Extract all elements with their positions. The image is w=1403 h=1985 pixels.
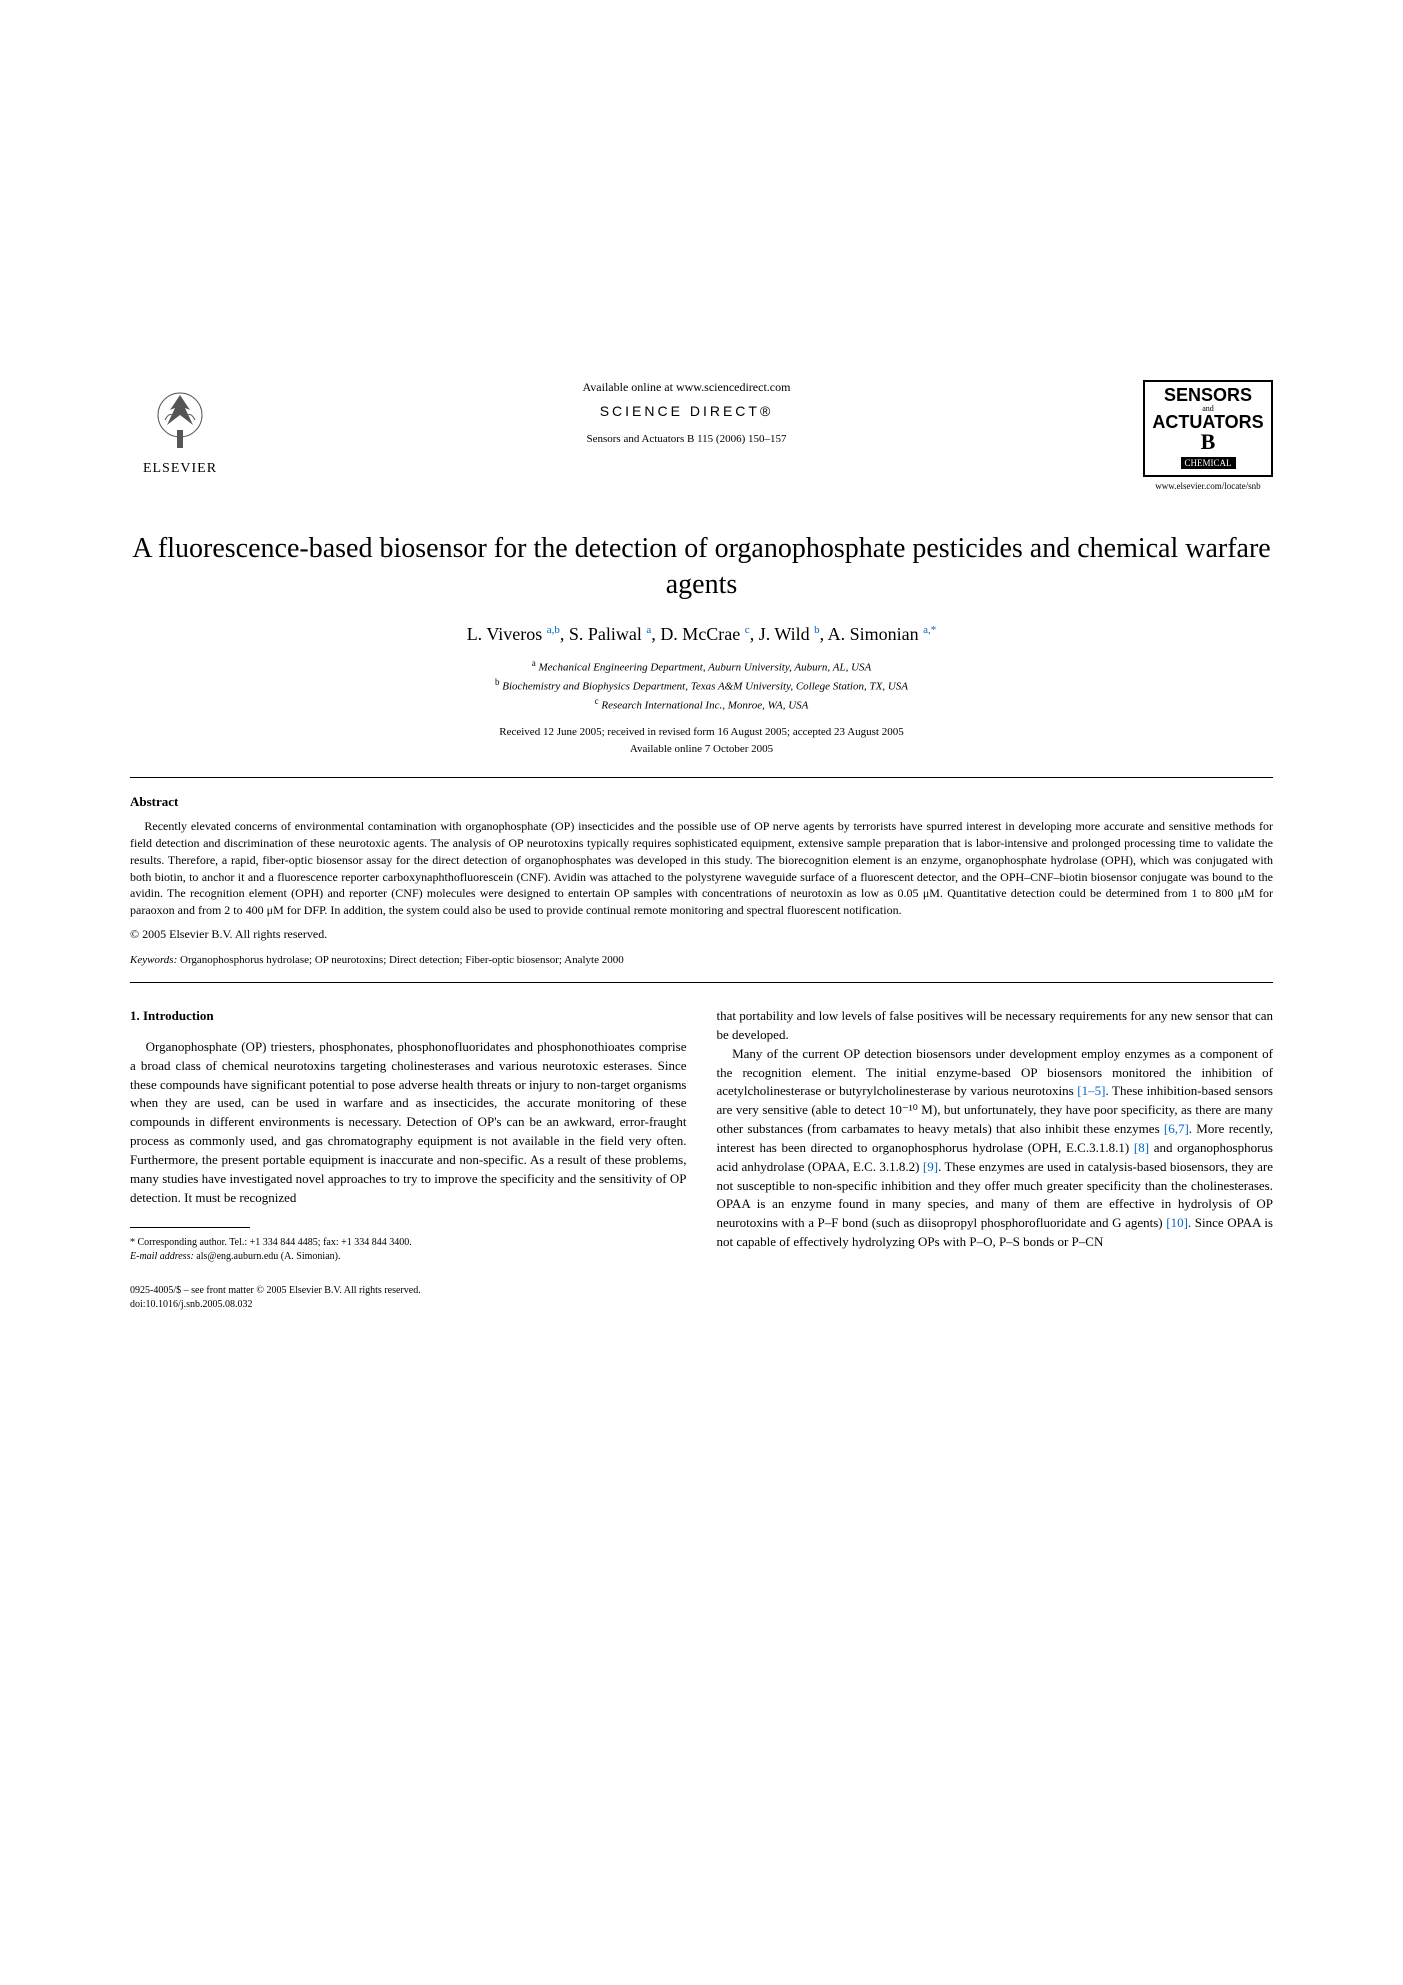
footnote-divider [130, 1227, 250, 1228]
divider [130, 777, 1273, 778]
ref-link[interactable]: [6,7] [1164, 1121, 1189, 1136]
right-column: that portability and low levels of false… [717, 1007, 1274, 1312]
affiliation-b: b Biochemistry and Biophysics Department… [130, 676, 1273, 695]
keywords: Keywords: Organophosphorus hydrolase; OP… [130, 954, 1273, 966]
bottom-info: 0925-4005/$ – see front matter © 2005 El… [130, 1284, 687, 1312]
affiliation-text: Biochemistry and Biophysics Department, … [502, 681, 908, 693]
author-affil-sup: a,* [923, 624, 936, 636]
abstract-heading: Abstract [130, 794, 1273, 810]
corresponding-author: * Corresponding author. Tel.: +1 334 844… [130, 1236, 687, 1250]
intro-paragraph-2: Many of the current OP detection biosens… [717, 1045, 1274, 1252]
science-direct-label: SCIENCE DIRECT® [600, 403, 774, 419]
ref-link[interactable]: [8] [1134, 1140, 1149, 1155]
left-column: 1. Introduction Organophosphate (OP) tri… [130, 1007, 687, 1312]
ref-link[interactable]: [9] [923, 1159, 938, 1174]
copyright-text: © 2005 Elsevier B.V. All rights reserved… [130, 927, 1273, 942]
issn-copyright: 0925-4005/$ – see front matter © 2005 El… [130, 1284, 687, 1298]
journal-chemical: CHEMICAL [1181, 457, 1236, 469]
author-affil-sup: b [814, 624, 820, 636]
journal-url: www.elsevier.com/locate/snb [1143, 481, 1273, 491]
affiliation-text: Mechanical Engineering Department, Aubur… [539, 661, 872, 673]
center-header: Available online at www.sciencedirect.co… [230, 380, 1143, 445]
affiliation-c: c Research International Inc., Monroe, W… [130, 695, 1273, 714]
email-address: als@eng.auburn.edu (A. Simonian). [196, 1251, 340, 1262]
science-direct-text: SCIENCE DIRECT® [250, 403, 1123, 419]
affiliation-text: Research International Inc., Monroe, WA,… [601, 700, 808, 712]
publisher-name: ELSEVIER [130, 461, 230, 477]
author-affil-sup: c [745, 624, 750, 636]
authors-list: L. Viveros a,b, S. Paliwal a, D. McCrae … [130, 624, 1273, 645]
available-online-text: Available online at www.sciencedirect.co… [250, 380, 1123, 395]
dates-received: Received 12 June 2005; received in revis… [130, 724, 1273, 741]
journal-logo: SENSORS and ACTUATORS B CHEMICAL www.els… [1143, 380, 1273, 491]
divider [130, 982, 1273, 983]
corresponding-author-footnote: * Corresponding author. Tel.: +1 334 844… [130, 1236, 687, 1264]
journal-sensors: SENSORS [1149, 386, 1267, 404]
ref-link[interactable]: [1–5] [1077, 1083, 1105, 1098]
journal-logo-box: SENSORS and ACTUATORS B CHEMICAL [1143, 380, 1273, 477]
affiliation-a: a Mechanical Engineering Department, Aub… [130, 657, 1273, 676]
author-affil-sup: a,b [547, 624, 560, 636]
article-title: A fluorescence-based biosensor for the d… [130, 531, 1273, 604]
publisher-logo: ELSEVIER [130, 380, 230, 477]
keywords-label: Keywords: [130, 954, 177, 966]
abstract-text: Recently elevated concerns of environmen… [130, 818, 1273, 919]
email-label: E-mail address: [130, 1251, 194, 1262]
author-affil-sup: a [646, 624, 651, 636]
keywords-text: Organophosphorus hydrolase; OP neurotoxi… [180, 954, 624, 966]
dates-online: Available online 7 October 2005 [130, 741, 1273, 758]
ref-link[interactable]: [10] [1166, 1215, 1188, 1230]
journal-reference: Sensors and Actuators B 115 (2006) 150–1… [250, 433, 1123, 445]
intro-paragraph-1: Organophosphate (OP) triesters, phosphon… [130, 1038, 687, 1208]
corresponding-email: E-mail address: als@eng.auburn.edu (A. S… [130, 1250, 687, 1264]
section-heading-intro: 1. Introduction [130, 1007, 687, 1026]
affiliations: a Mechanical Engineering Department, Aub… [130, 657, 1273, 714]
header-row: ELSEVIER Available online at www.science… [130, 380, 1273, 491]
journal-b: B [1149, 431, 1267, 453]
doi: doi:10.1016/j.snb.2005.08.032 [130, 1298, 687, 1312]
publisher-tree-icon [130, 380, 230, 457]
body-columns: 1. Introduction Organophosphate (OP) tri… [130, 1007, 1273, 1312]
article-dates: Received 12 June 2005; received in revis… [130, 724, 1273, 757]
intro-paragraph-1-cont: that portability and low levels of false… [717, 1007, 1274, 1045]
